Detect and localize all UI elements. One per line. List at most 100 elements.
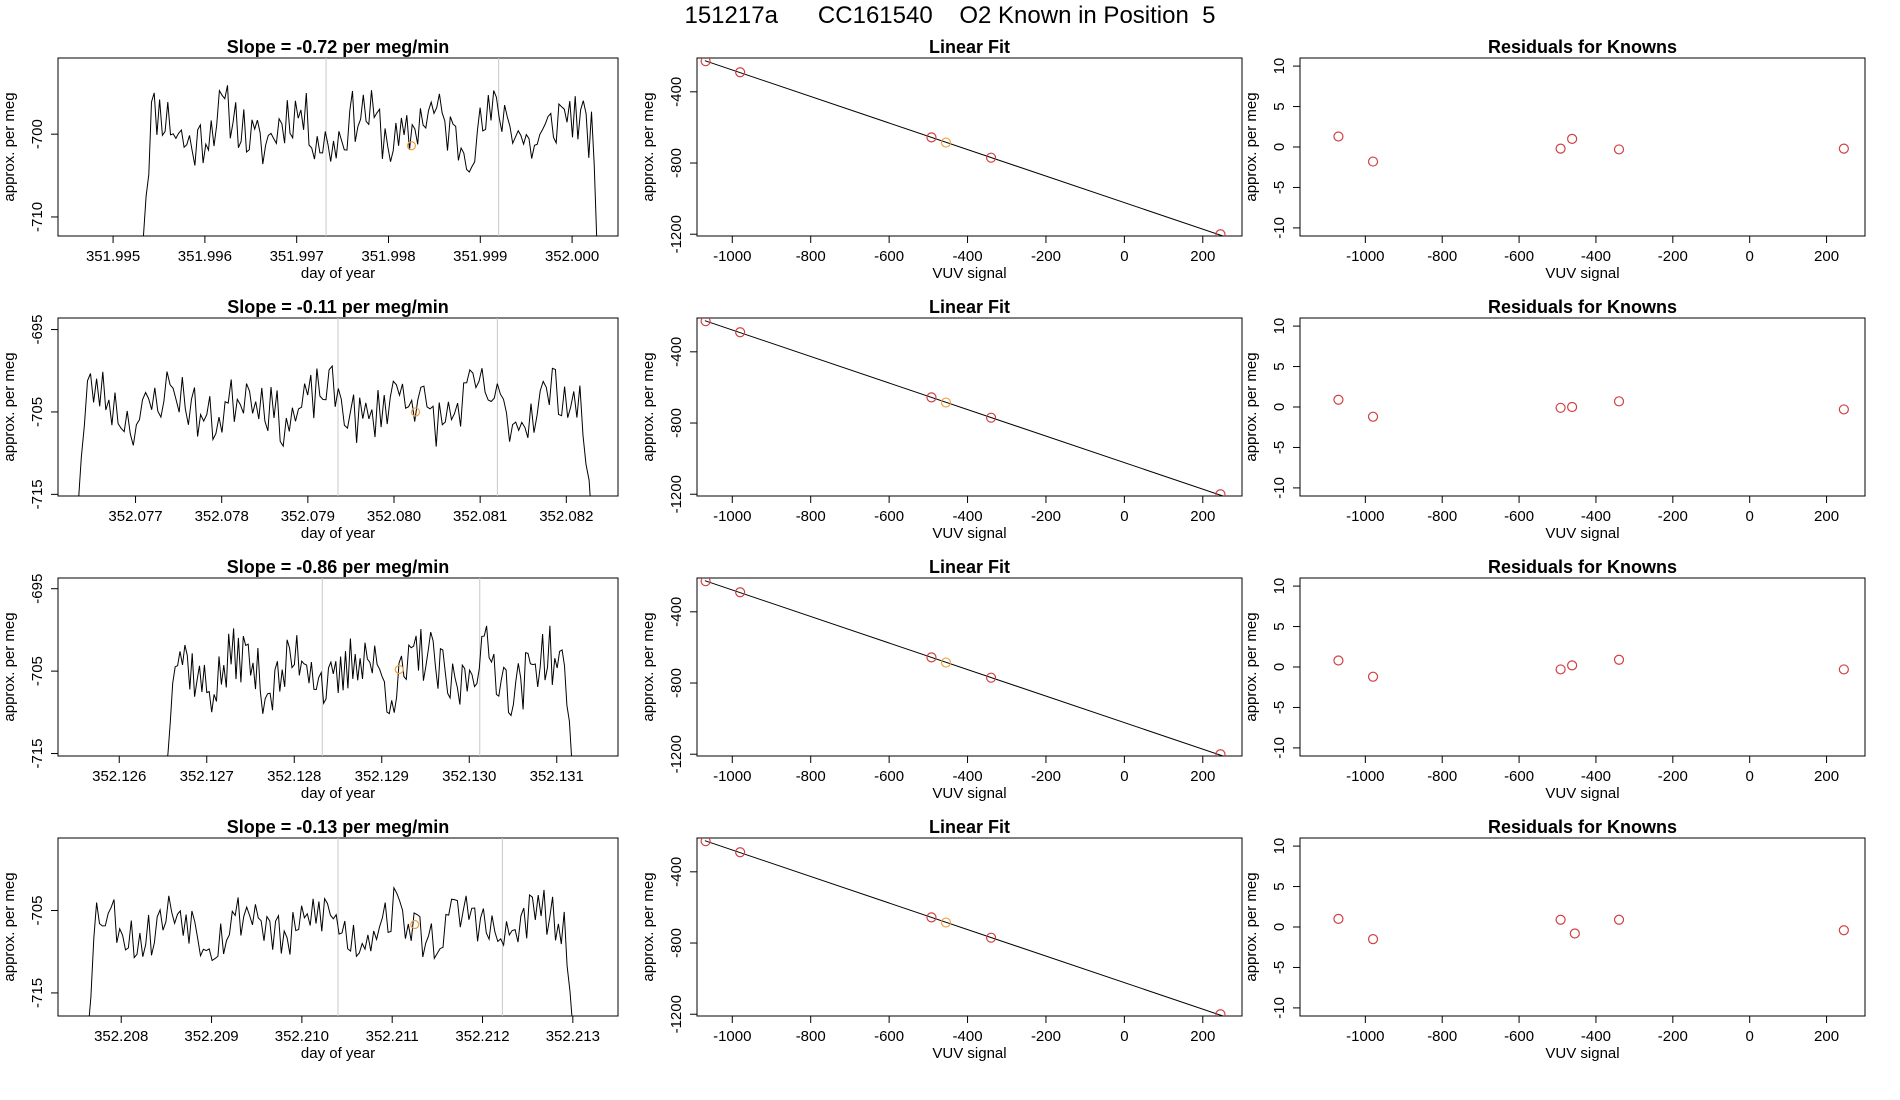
y-axis-label: approx. per meg	[1243, 872, 1260, 981]
y-axis-label: approx. per meg	[1, 92, 18, 201]
panel-3-3: Residuals for Knowns-1000 -800 -600 -400 -20…	[1243, 557, 1866, 802]
data-point	[940, 917, 952, 928]
fit-line	[704, 840, 1225, 1016]
panel-4-3: Residuals for Knowns-1000 -800 -600 -400 -20…	[1243, 817, 1866, 1062]
data-point	[1613, 396, 1625, 407]
chart-title: Linear Fit	[929, 817, 1010, 837]
y-tick-label: -400	[668, 337, 685, 367]
data-point	[1567, 133, 1578, 145]
y-tick-label: -710	[29, 202, 46, 232]
x-tick-label: 0	[1746, 768, 1754, 785]
data-point	[1215, 1009, 1226, 1016]
data-point	[1613, 144, 1625, 155]
x-tick-label: 352.127	[180, 768, 234, 785]
x-tick-label: -400	[953, 508, 983, 525]
chart-title: Residuals for Knowns	[1488, 817, 1677, 837]
highlight-point	[406, 141, 417, 151]
y-tick-label: -400	[668, 77, 685, 107]
y-tick-label: 0	[1271, 143, 1288, 151]
y-tick-label: -5	[1271, 961, 1288, 974]
plot-area	[700, 838, 1226, 1016]
x-tick-label: -200	[1031, 508, 1061, 525]
y-tick-label: -800	[668, 668, 685, 698]
series-line	[78, 364, 591, 496]
x-tick-label: -600	[874, 248, 904, 265]
data-point	[1367, 156, 1379, 167]
x-tick-label: -1000	[713, 508, 751, 525]
data-point	[926, 132, 937, 143]
plot-frame	[1299, 837, 1866, 1017]
panel-2-3: Residuals for Knowns-1000 -800 -600 -400 -20…	[1243, 297, 1866, 542]
data-point	[985, 412, 997, 423]
y-tick-label: -1200	[668, 995, 685, 1033]
data-point	[985, 932, 997, 943]
plot-area	[142, 58, 598, 236]
data-point	[1367, 411, 1379, 422]
y-tick-label: 0	[1271, 923, 1288, 931]
x-tick-label: -1000	[1346, 248, 1384, 265]
y-tick-label: -1200	[668, 735, 685, 773]
x-tick-label: -200	[1658, 768, 1688, 785]
fit-line	[704, 580, 1225, 756]
data-point	[1215, 749, 1226, 756]
x-tick-label: -400	[953, 248, 983, 265]
chart-title: Slope = -0.13 per meg/min	[227, 817, 450, 837]
x-tick-label: 0	[1746, 1028, 1754, 1045]
data-point	[735, 67, 746, 78]
y-tick-label: -10	[1271, 737, 1288, 759]
y-tick-label: -1200	[668, 475, 685, 513]
y-tick-label: 5	[1271, 362, 1288, 370]
x-tick-label: 352.212	[455, 1028, 509, 1045]
chart-title: Linear Fit	[929, 557, 1010, 577]
plot-area	[700, 318, 1226, 496]
x-tick-label: 352.000	[545, 248, 599, 265]
plot-frame	[1299, 57, 1866, 237]
data-point	[700, 58, 711, 67]
y-axis-label: approx. per meg	[1243, 352, 1260, 461]
data-point	[940, 137, 952, 148]
data-point	[1838, 143, 1849, 154]
plot-area	[78, 318, 591, 496]
data-point	[1333, 131, 1344, 142]
data-point	[940, 397, 952, 408]
data-point	[700, 318, 711, 327]
chart-title: Residuals for Knowns	[1488, 37, 1677, 57]
y-axis-label: approx. per meg	[1, 612, 18, 721]
x-tick-label: -1000	[713, 248, 751, 265]
x-tick-label: -800	[1427, 768, 1457, 785]
x-axis-label: day of year	[301, 785, 375, 802]
y-tick-label: -5	[1271, 181, 1288, 194]
x-tick-label: 0	[1120, 248, 1128, 265]
highlight-point	[410, 407, 421, 417]
x-tick-label: -600	[1504, 248, 1534, 265]
x-tick-label: 352.211	[366, 1028, 419, 1045]
data-point	[1215, 229, 1226, 236]
y-tick-label: -800	[668, 148, 685, 178]
plot-area	[700, 578, 1226, 756]
y-tick-label: -705	[29, 397, 46, 427]
x-tick-label: -200	[1658, 248, 1688, 265]
data-point	[1613, 914, 1625, 925]
x-tick-label: 200	[1814, 248, 1839, 265]
plot-frame	[696, 317, 1243, 497]
x-tick-label: 352.209	[184, 1028, 238, 1045]
plot-frame	[696, 837, 1243, 1017]
plot-frame	[696, 57, 1243, 237]
x-tick-label: -600	[874, 508, 904, 525]
y-tick-label: 0	[1271, 663, 1288, 671]
data-point	[1555, 143, 1566, 154]
y-axis-label: approx. per meg	[640, 92, 657, 201]
chart-title: Residuals for Knowns	[1488, 297, 1677, 317]
y-tick-label: 10	[1271, 578, 1288, 595]
x-tick-label: -800	[796, 1028, 826, 1045]
y-axis-label: approx. per meg	[1243, 92, 1260, 201]
panel-1-1: Slope = -0.72 per meg/min 351.995 351.996 3…	[1, 37, 619, 282]
x-tick-label: -600	[874, 768, 904, 785]
data-point	[1569, 928, 1580, 939]
y-axis-label: approx. per meg	[1243, 612, 1260, 721]
chart-title: Slope = -0.86 per meg/min	[227, 557, 450, 577]
x-tick-label: 352.079	[281, 508, 335, 525]
panel-3-2: Linear Fit -1000 -800 -600 -400 -200 0 200 VUV s…	[640, 557, 1243, 802]
panel-2-1: Slope = -0.11 per meg/min 352.077 352.078 3…	[1, 297, 619, 542]
x-tick-label: 352.210	[275, 1028, 329, 1045]
